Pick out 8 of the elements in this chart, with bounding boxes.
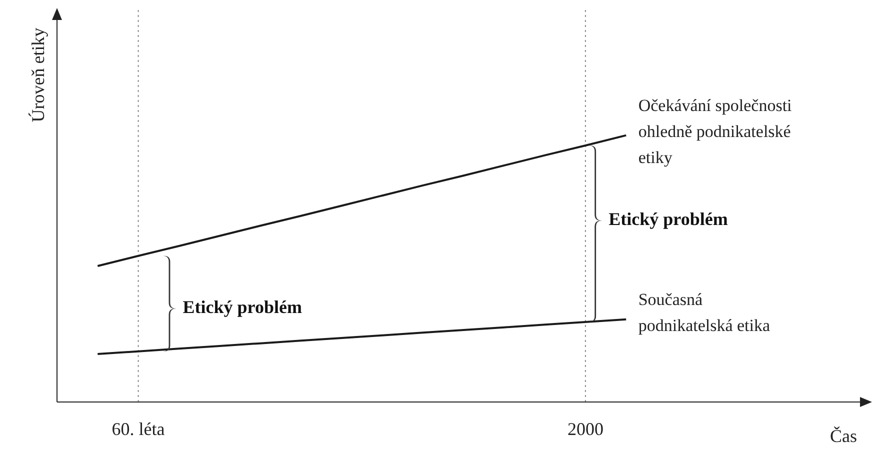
annotation: Etický problém <box>182 296 302 318</box>
y-axis-title: Úroveň etiky <box>28 28 48 122</box>
annotation: Etický problém <box>608 208 728 230</box>
x-tick-label: 2000 <box>567 418 604 439</box>
x-tick-label: 60. léta <box>112 418 165 439</box>
x-axis-title: Čas <box>830 426 857 447</box>
series-label: Současná podnikatelská etika <box>638 289 772 338</box>
series-label: Očekávání společnosti ohledně podnikatelské etiky <box>638 95 793 170</box>
